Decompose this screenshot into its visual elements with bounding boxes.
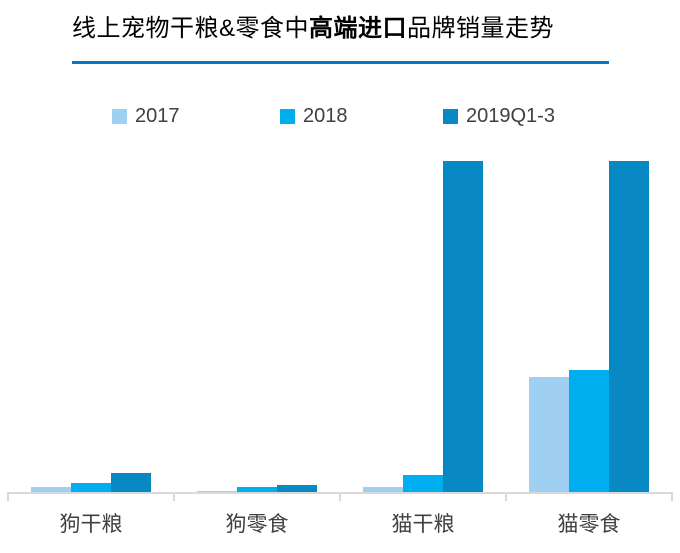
title-text-tail: 品牌销量走势	[407, 15, 555, 42]
bar-2017--	[363, 487, 403, 492]
x-axis-tick	[671, 492, 673, 501]
title-text-lead: 线上宠物干粮&零食中	[72, 15, 310, 42]
x-axis-tick	[7, 492, 9, 501]
x-axis-tick	[173, 492, 175, 501]
chart-title: 线上宠物干粮&零食中高端进口品牌销量走势	[72, 13, 554, 44]
bar-2018--	[569, 370, 609, 492]
bar-2018--	[71, 483, 111, 492]
x-axis-label-0: 狗干粮	[59, 513, 123, 536]
legend-swatch-icon	[280, 109, 295, 124]
bar-2017--	[197, 491, 237, 492]
legend-label: 2017	[135, 105, 180, 127]
legend-item-2017: 2017	[112, 105, 180, 128]
bar-2017--	[529, 377, 569, 492]
bar-2017--	[31, 487, 71, 492]
bar-2019q1-3--	[609, 161, 649, 492]
x-axis-label-2: 猫干粮	[391, 513, 455, 536]
bar-2018--	[237, 487, 277, 492]
legend-label: 2019Q1-3	[466, 105, 555, 127]
legend-swatch-icon	[112, 109, 127, 124]
x-axis-label-3: 猫零食	[557, 513, 621, 536]
legend-item-2018: 2018	[280, 105, 348, 128]
title-underline	[72, 61, 609, 64]
legend-swatch-icon	[443, 109, 458, 124]
bar-2019q1-3--	[277, 485, 317, 492]
title-text-emphasis: 高端进口	[309, 15, 408, 42]
legend-label: 2018	[303, 105, 348, 127]
x-axis-label-1: 狗零食	[225, 513, 289, 536]
bar-2019q1-3--	[443, 161, 483, 492]
legend-item-2019q1-3: 2019Q1-3	[443, 105, 555, 128]
bar-2019q1-3--	[111, 473, 151, 492]
x-axis-tick	[505, 492, 507, 501]
x-axis-tick	[339, 492, 341, 501]
bar-2018--	[403, 475, 443, 492]
